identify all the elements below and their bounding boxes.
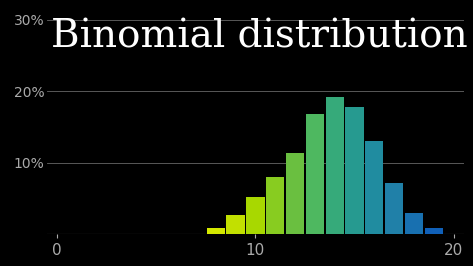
Bar	[207, 228, 225, 234]
Bar	[286, 153, 304, 234]
Bar	[345, 107, 364, 234]
Bar	[266, 177, 284, 234]
Bar	[385, 182, 403, 234]
Text: Binomial distribution: Binomial distribution	[52, 18, 468, 55]
Bar	[425, 228, 443, 234]
Bar	[405, 213, 423, 234]
Bar	[246, 197, 264, 234]
Bar	[227, 215, 245, 234]
Bar	[325, 97, 344, 234]
Bar	[365, 141, 384, 234]
Bar	[306, 114, 324, 234]
